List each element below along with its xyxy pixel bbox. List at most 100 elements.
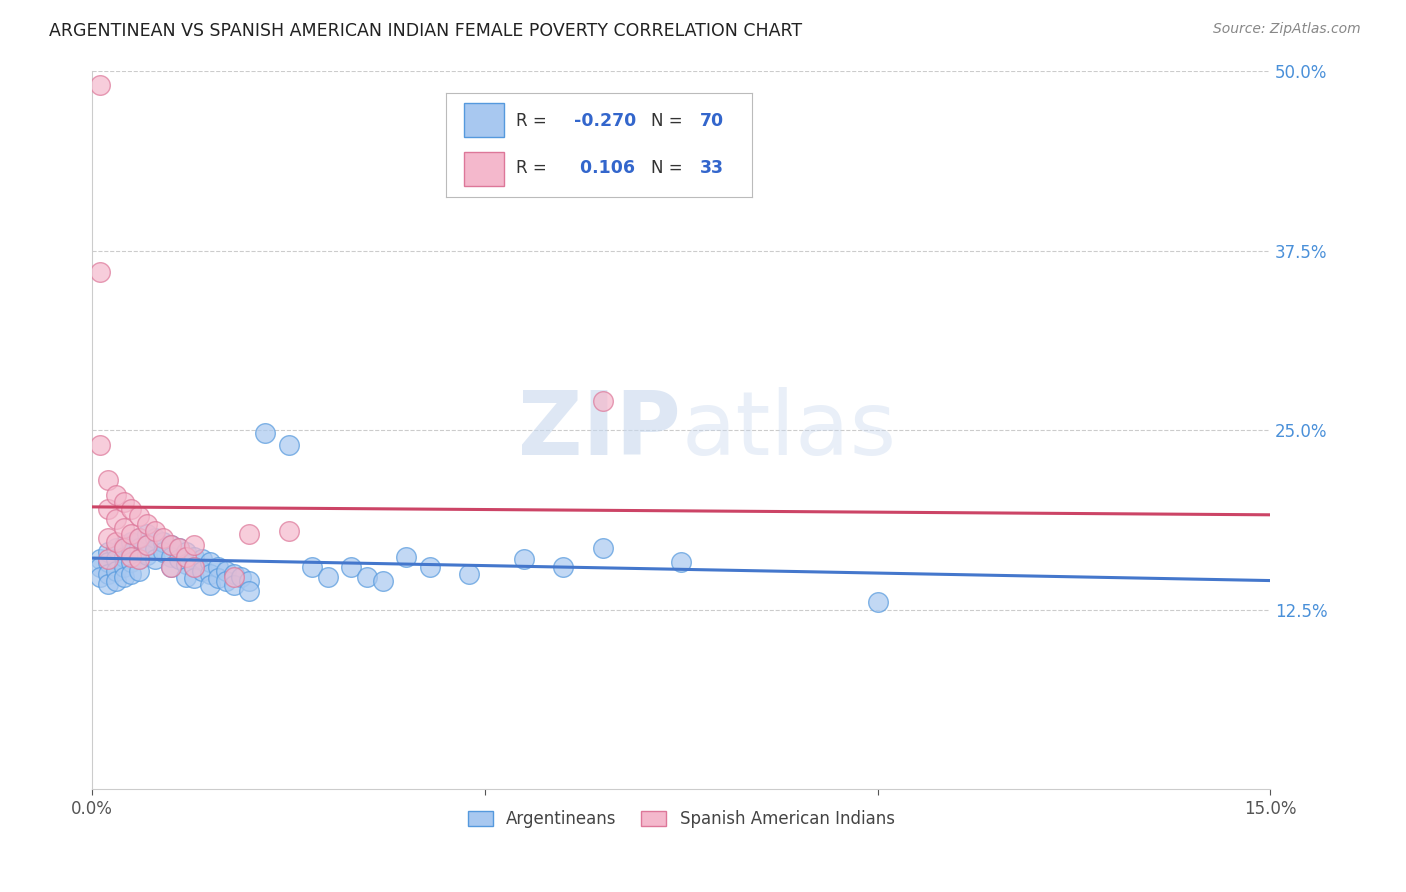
Point — [238, 526, 260, 541]
Text: Source: ZipAtlas.com: Source: ZipAtlas.com — [1213, 22, 1361, 37]
Point — [395, 549, 418, 564]
Point — [340, 559, 363, 574]
Point — [104, 574, 127, 588]
Point — [198, 578, 221, 592]
Point — [238, 574, 260, 588]
Point — [97, 555, 120, 569]
Point — [143, 524, 166, 538]
Point — [671, 555, 693, 569]
Point — [104, 564, 127, 578]
Point — [128, 509, 150, 524]
Point — [371, 574, 394, 588]
Point — [176, 569, 198, 583]
Point — [112, 521, 135, 535]
Point — [143, 552, 166, 566]
Point — [89, 78, 111, 93]
Point — [191, 564, 214, 578]
Point — [231, 569, 253, 583]
Point — [198, 566, 221, 581]
Point — [592, 394, 614, 409]
Point — [120, 566, 142, 581]
Text: ZIP: ZIP — [519, 386, 682, 474]
Point — [253, 425, 276, 440]
Point — [215, 574, 238, 588]
Text: ARGENTINEAN VS SPANISH AMERICAN INDIAN FEMALE POVERTY CORRELATION CHART: ARGENTINEAN VS SPANISH AMERICAN INDIAN F… — [49, 22, 803, 40]
Point — [143, 542, 166, 557]
Point — [112, 559, 135, 574]
Point — [191, 552, 214, 566]
Point — [866, 595, 889, 609]
Point — [97, 502, 120, 516]
Point — [159, 549, 181, 564]
Point — [176, 557, 198, 571]
Point — [183, 571, 205, 585]
Point — [97, 552, 120, 566]
Point — [419, 559, 441, 574]
Point — [183, 559, 205, 574]
Text: atlas: atlas — [682, 386, 897, 474]
Point — [120, 535, 142, 549]
Point — [136, 516, 159, 531]
Point — [159, 559, 181, 574]
Point — [301, 559, 323, 574]
Point — [120, 549, 142, 564]
Point — [167, 541, 190, 555]
Point — [215, 564, 238, 578]
Point — [143, 531, 166, 545]
Point — [176, 545, 198, 559]
Point — [104, 535, 127, 549]
Point — [183, 549, 205, 564]
Point — [198, 555, 221, 569]
Point — [120, 502, 142, 516]
Point — [592, 541, 614, 555]
Point — [167, 541, 190, 555]
Point — [104, 541, 127, 555]
Point — [128, 531, 150, 545]
Point — [136, 538, 159, 552]
Point — [128, 531, 150, 545]
Point — [128, 564, 150, 578]
Point — [207, 571, 229, 585]
Point — [112, 549, 135, 564]
Point — [159, 538, 181, 552]
Point — [207, 559, 229, 574]
Point — [112, 541, 135, 555]
Point — [112, 538, 135, 552]
Point — [183, 559, 205, 574]
Point — [316, 569, 339, 583]
Point — [152, 545, 174, 559]
Point — [89, 552, 111, 566]
Point — [97, 577, 120, 591]
Point — [136, 526, 159, 541]
Point — [183, 538, 205, 552]
Point — [277, 437, 299, 451]
Point — [128, 552, 150, 566]
Point — [112, 495, 135, 509]
Point — [167, 552, 190, 566]
Point — [97, 474, 120, 488]
Point — [159, 538, 181, 552]
Point — [458, 566, 481, 581]
Point — [97, 566, 120, 581]
Point — [104, 488, 127, 502]
Point — [112, 569, 135, 583]
Point — [152, 531, 174, 545]
Point — [222, 578, 245, 592]
Point — [222, 566, 245, 581]
Point — [120, 555, 142, 569]
Legend: Argentineans, Spanish American Indians: Argentineans, Spanish American Indians — [461, 804, 901, 835]
Point — [89, 265, 111, 279]
Point — [89, 437, 111, 451]
Point — [128, 552, 150, 566]
Point — [97, 545, 120, 559]
Point — [159, 559, 181, 574]
Point — [120, 526, 142, 541]
Point — [277, 524, 299, 538]
Point — [222, 569, 245, 583]
Point — [238, 584, 260, 599]
Point — [128, 541, 150, 555]
Point — [553, 559, 575, 574]
Point — [176, 549, 198, 564]
Point — [104, 552, 127, 566]
Point — [136, 538, 159, 552]
